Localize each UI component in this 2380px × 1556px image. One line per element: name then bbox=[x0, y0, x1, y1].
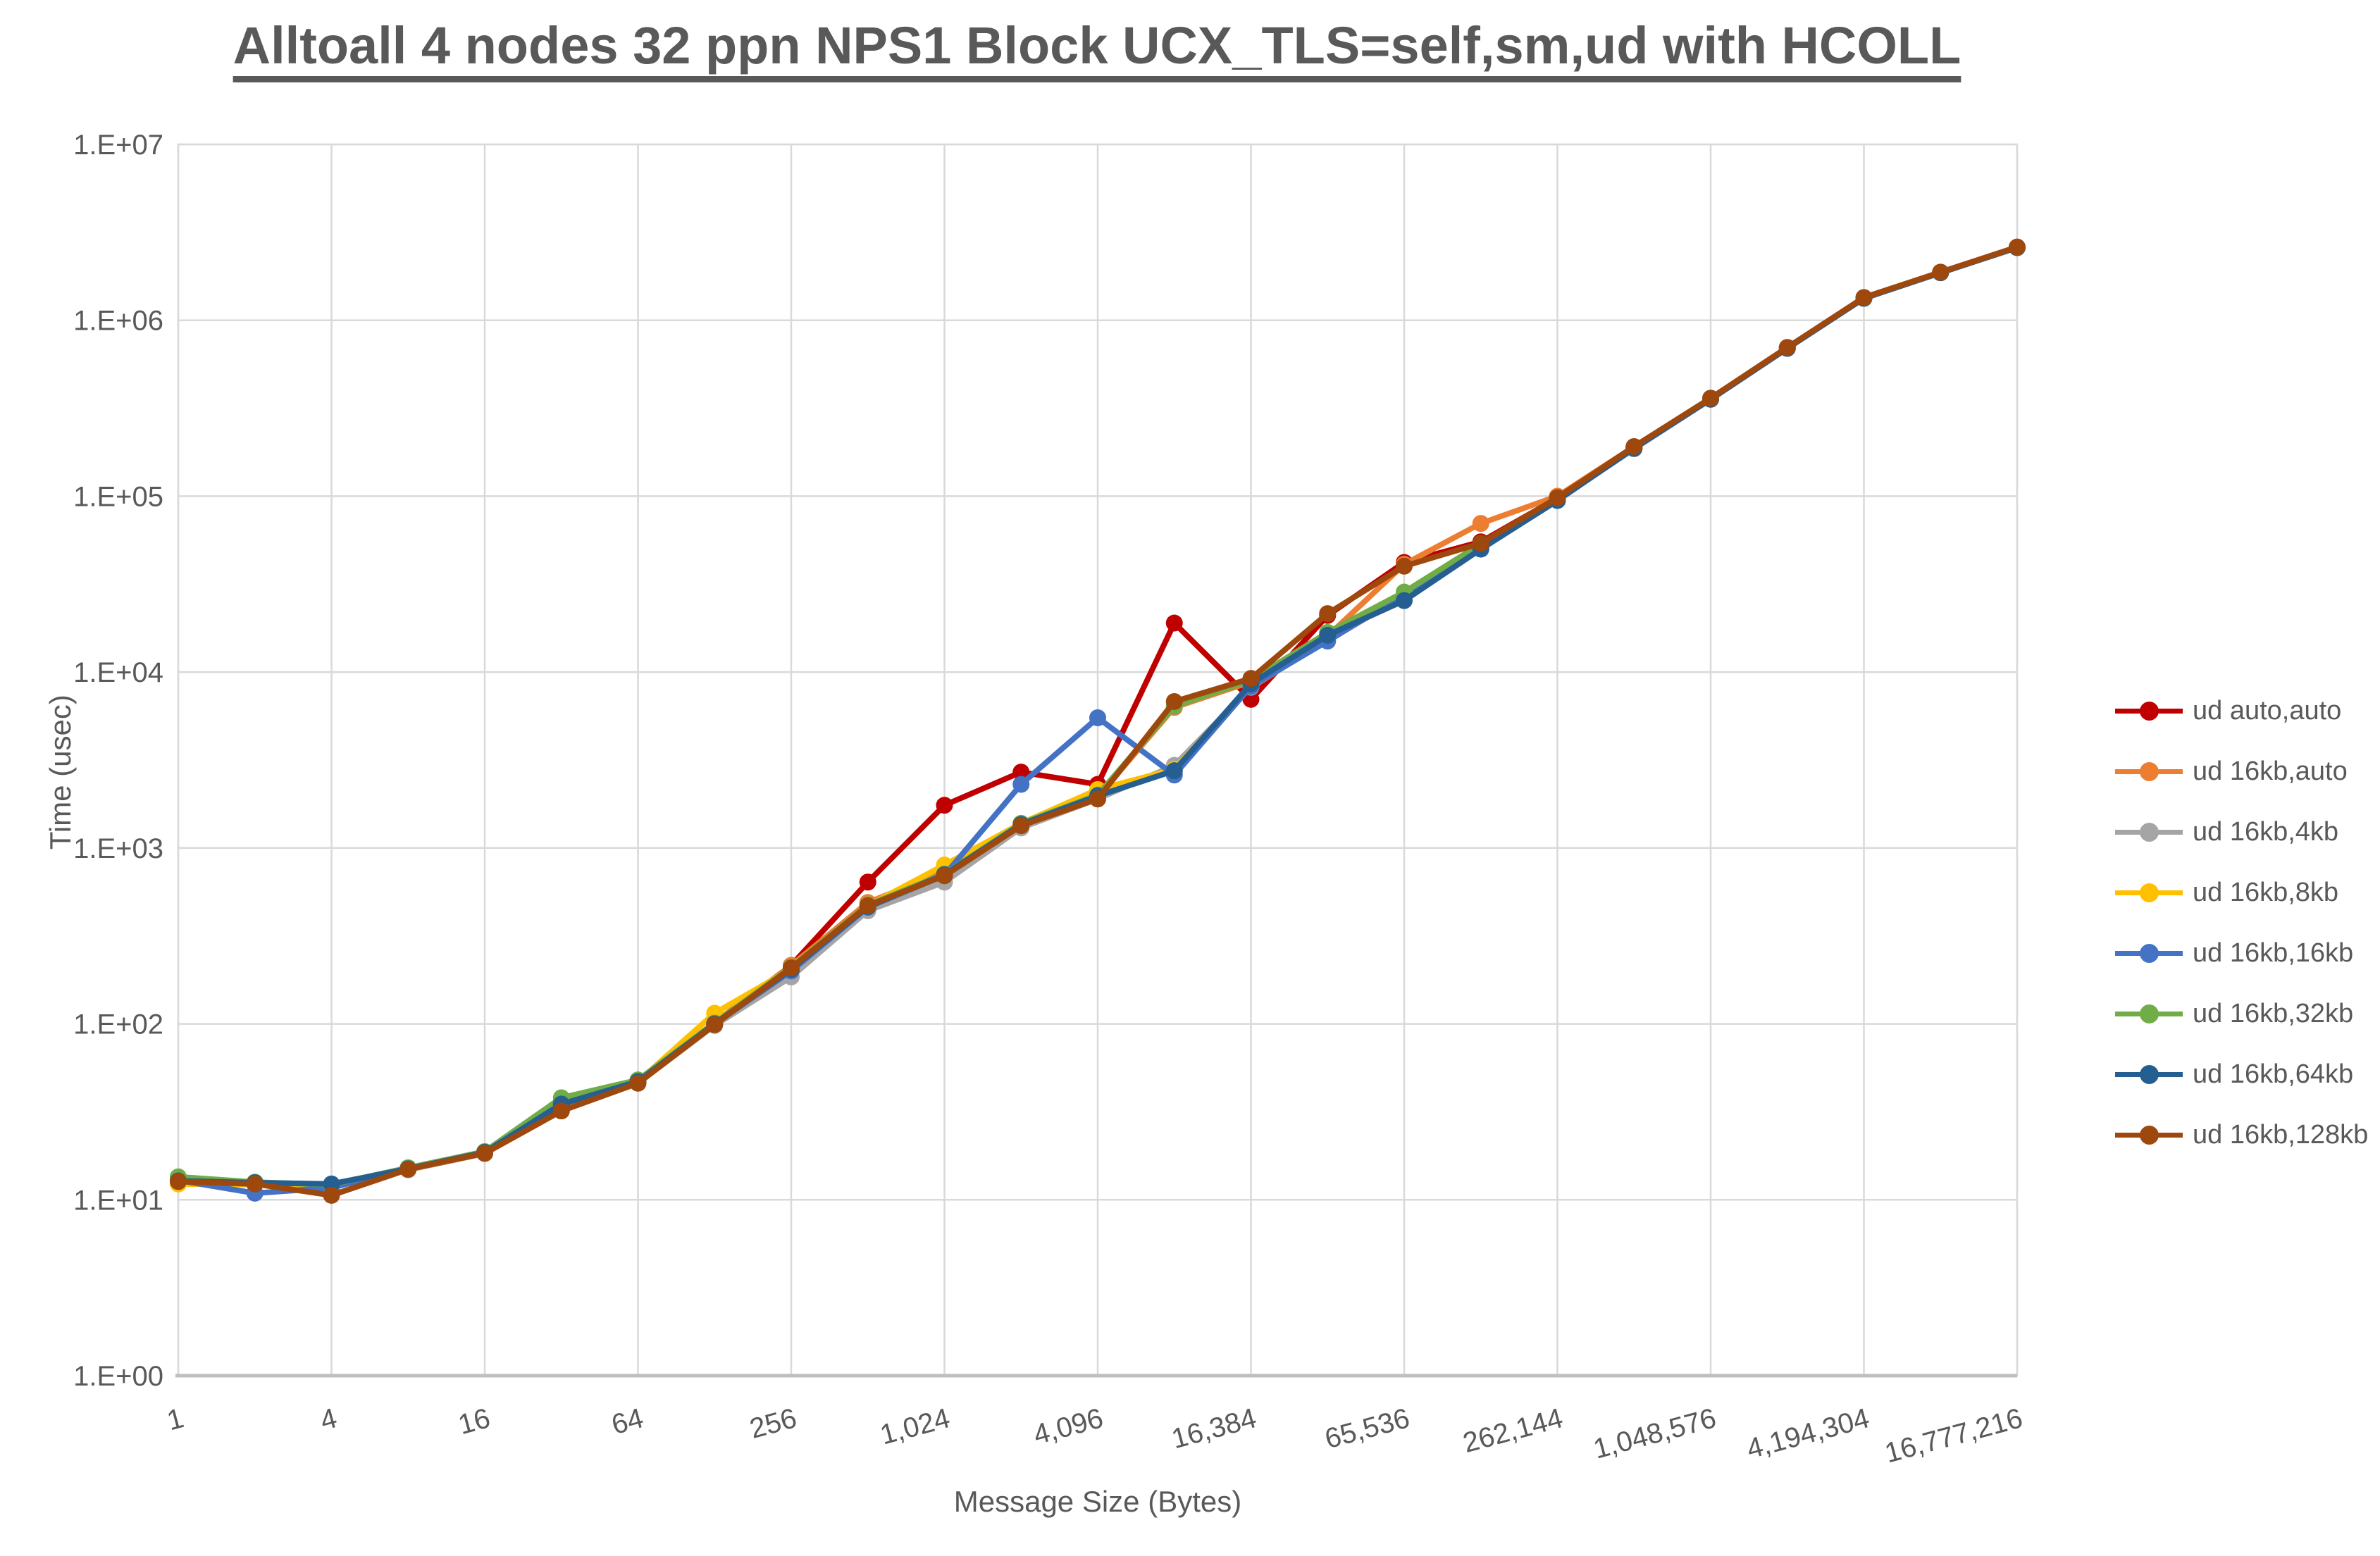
legend-marker-icon bbox=[2115, 1065, 2183, 1084]
legend-marker-icon bbox=[2115, 1126, 2183, 1145]
legend-marker-icon bbox=[2115, 1004, 2183, 1023]
data-point-ud 16kb,128kb-8 bbox=[399, 1161, 417, 1178]
chart-title: Alltoall 4 nodes 32 ppn NPS1 Block UCX_T… bbox=[233, 16, 1961, 75]
data-point-ud 16kb,128kb-4096 bbox=[1089, 790, 1106, 808]
legend-label: ud 16kb,4kb bbox=[2193, 816, 2339, 847]
data-point-ud auto,auto-8192 bbox=[1165, 614, 1183, 632]
legend-marker-icon bbox=[2115, 762, 2183, 781]
data-point-ud 16kb,128kb-524288 bbox=[1625, 437, 1643, 455]
data-point-ud 16kb,128kb-64 bbox=[629, 1074, 647, 1092]
data-point-ud 16kb,128kb-256 bbox=[783, 959, 800, 977]
data-point-ud auto,auto-512 bbox=[859, 873, 876, 891]
legend-item-6[interactable]: ud 16kb,64kb bbox=[2115, 1044, 2376, 1104]
y-tick-label: 1.E+04 bbox=[73, 657, 163, 688]
data-point-ud 16kb,128kb-65536 bbox=[1396, 557, 1413, 575]
x-tick-label: 4,096 bbox=[1030, 1402, 1106, 1450]
data-point-ud 16kb,128kb-128 bbox=[706, 1016, 724, 1033]
legend-item-0[interactable]: ud auto,auto bbox=[2115, 680, 2376, 741]
data-point-ud auto,auto-1024 bbox=[936, 797, 953, 814]
data-point-ud 16kb,128kb-2048 bbox=[1012, 817, 1030, 835]
x-axis-title: Message Size (Bytes) bbox=[953, 1485, 1242, 1518]
x-tick-label: 4,194,304 bbox=[1744, 1402, 1873, 1465]
data-point-ud 16kb,128kb-4194304 bbox=[1855, 289, 1873, 306]
y-tick-label: 1.E+01 bbox=[73, 1185, 163, 1216]
legend-marker-icon bbox=[2115, 823, 2183, 842]
data-point-ud 16kb,auto-131072 bbox=[1472, 515, 1489, 533]
y-tick-label: 1.E+02 bbox=[73, 1009, 163, 1040]
x-tick-label: 65,536 bbox=[1322, 1402, 1413, 1455]
data-point-ud 16kb,16kb-4096 bbox=[1089, 709, 1106, 726]
data-point-ud 16kb,128kb-1048576 bbox=[1702, 390, 1719, 407]
legend-label: ud auto,auto bbox=[2193, 695, 2342, 726]
legend-label: ud 16kb,64kb bbox=[2193, 1059, 2354, 1089]
legend-item-3[interactable]: ud 16kb,8kb bbox=[2115, 862, 2376, 923]
data-point-ud 16kb,128kb-16 bbox=[476, 1145, 493, 1162]
y-tick-label: 1.E+03 bbox=[73, 833, 163, 864]
data-point-ud 16kb,128kb-8192 bbox=[1165, 692, 1183, 710]
legend-item-5[interactable]: ud 16kb,32kb bbox=[2115, 983, 2376, 1044]
data-point-ud 16kb,128kb-16777216 bbox=[2009, 238, 2026, 256]
data-point-ud 16kb,16kb-2048 bbox=[1012, 776, 1030, 793]
legend: ud auto,auto ud 16kb,auto ud 16kb,4kb ud 16… bbox=[2115, 680, 2376, 1165]
x-tick-label: 262,144 bbox=[1460, 1402, 1566, 1459]
data-point-ud 16kb,64kb-8192 bbox=[1165, 762, 1183, 780]
data-point-ud 16kb,128kb-32768 bbox=[1319, 605, 1337, 623]
legend-marker-icon bbox=[2115, 944, 2183, 963]
data-point-ud 16kb,128kb-1 bbox=[170, 1173, 187, 1190]
data-point-ud 16kb,64kb-32768 bbox=[1319, 626, 1337, 644]
legend-marker-icon bbox=[2115, 702, 2183, 721]
x-tick-label: 16,777,216 bbox=[1882, 1402, 2026, 1469]
legend-marker-icon bbox=[2115, 883, 2183, 902]
data-point-ud 16kb,128kb-4 bbox=[323, 1186, 340, 1204]
y-tick-label: 1.E+00 bbox=[73, 1361, 163, 1392]
data-point-ud auto,auto-2048 bbox=[1012, 764, 1030, 781]
legend-label: ud 16kb,16kb bbox=[2193, 938, 2354, 968]
legend-label: ud 16kb,32kb bbox=[2193, 998, 2354, 1028]
legend-label: ud 16kb,8kb bbox=[2193, 877, 2339, 907]
y-axis-title: Time (usec) bbox=[44, 694, 77, 849]
x-tick-label: 4 bbox=[317, 1402, 340, 1436]
y-tick-label: 1.E+06 bbox=[73, 306, 163, 337]
x-tick-label: 1,048,576 bbox=[1590, 1402, 1719, 1465]
y-tick-label: 1.E+07 bbox=[73, 130, 163, 161]
data-point-ud 16kb,128kb-16384 bbox=[1242, 670, 1260, 687]
legend-label: ud 16kb,128kb bbox=[2193, 1119, 2369, 1150]
data-point-ud 16kb,64kb-65536 bbox=[1396, 592, 1413, 609]
x-tick-label: 256 bbox=[746, 1402, 800, 1445]
legend-item-4[interactable]: ud 16kb,16kb bbox=[2115, 923, 2376, 983]
x-tick-label: 1 bbox=[163, 1402, 187, 1436]
data-point-ud 16kb,128kb-2 bbox=[246, 1175, 264, 1193]
data-point-ud 16kb,128kb-512 bbox=[859, 897, 876, 914]
x-tick-label: 1,024 bbox=[877, 1402, 953, 1450]
x-tick-label: 16 bbox=[455, 1402, 493, 1440]
data-point-ud 16kb,128kb-131072 bbox=[1472, 535, 1489, 552]
legend-item-1[interactable]: ud 16kb,auto bbox=[2115, 741, 2376, 802]
x-tick-label: 16,384 bbox=[1168, 1402, 1260, 1455]
x-tick-label: 64 bbox=[608, 1402, 646, 1440]
data-point-ud 16kb,128kb-1024 bbox=[936, 867, 953, 885]
data-point-ud 16kb,128kb-32 bbox=[552, 1102, 570, 1120]
legend-item-7[interactable]: ud 16kb,128kb bbox=[2115, 1104, 2376, 1165]
y-tick-label: 1.E+05 bbox=[73, 481, 163, 512]
data-point-ud 16kb,128kb-262144 bbox=[1549, 489, 1566, 506]
legend-label: ud 16kb,auto bbox=[2193, 756, 2348, 786]
data-point-ud 16kb,128kb-2097152 bbox=[1778, 339, 1796, 356]
legend-item-2[interactable]: ud 16kb,4kb bbox=[2115, 802, 2376, 862]
data-point-ud 16kb,128kb-8388608 bbox=[1932, 263, 1950, 281]
